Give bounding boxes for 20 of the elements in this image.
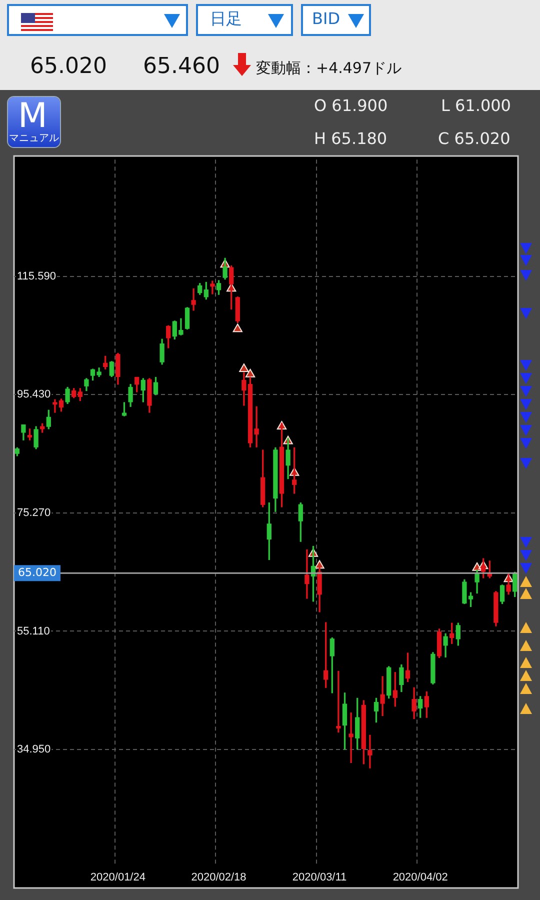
manual-button-icon: M マニュアル xyxy=(8,97,60,147)
ref-line-label: 65.020 xyxy=(18,566,56,579)
x-tick-label: 2020/01/24 xyxy=(90,871,146,884)
text: L 61.000 xyxy=(441,96,511,115)
x-tick-label: 2020/03/11 xyxy=(292,871,347,884)
y-tick-label: 55.110 xyxy=(17,625,50,638)
text: 65.460 xyxy=(143,54,220,79)
y-tick-label: 115.590 xyxy=(17,270,56,282)
x-tick-label: 2020/04/02 xyxy=(392,871,448,884)
y-tick-label: 95.430 xyxy=(17,388,51,401)
text: H 65.180 xyxy=(314,129,388,148)
text: BID xyxy=(312,9,340,28)
text: O 61.900 xyxy=(314,96,388,115)
text: C 65.020 xyxy=(438,129,510,148)
y-tick-label: 75.270 xyxy=(17,506,51,519)
text: 65.020 xyxy=(30,54,107,79)
text: 日足 xyxy=(210,9,242,28)
x-tick-label: 2020/02/18 xyxy=(191,871,246,884)
text: 変動幅：+4.497ドル xyxy=(256,59,402,77)
y-tick-label: 34.950 xyxy=(17,744,51,756)
